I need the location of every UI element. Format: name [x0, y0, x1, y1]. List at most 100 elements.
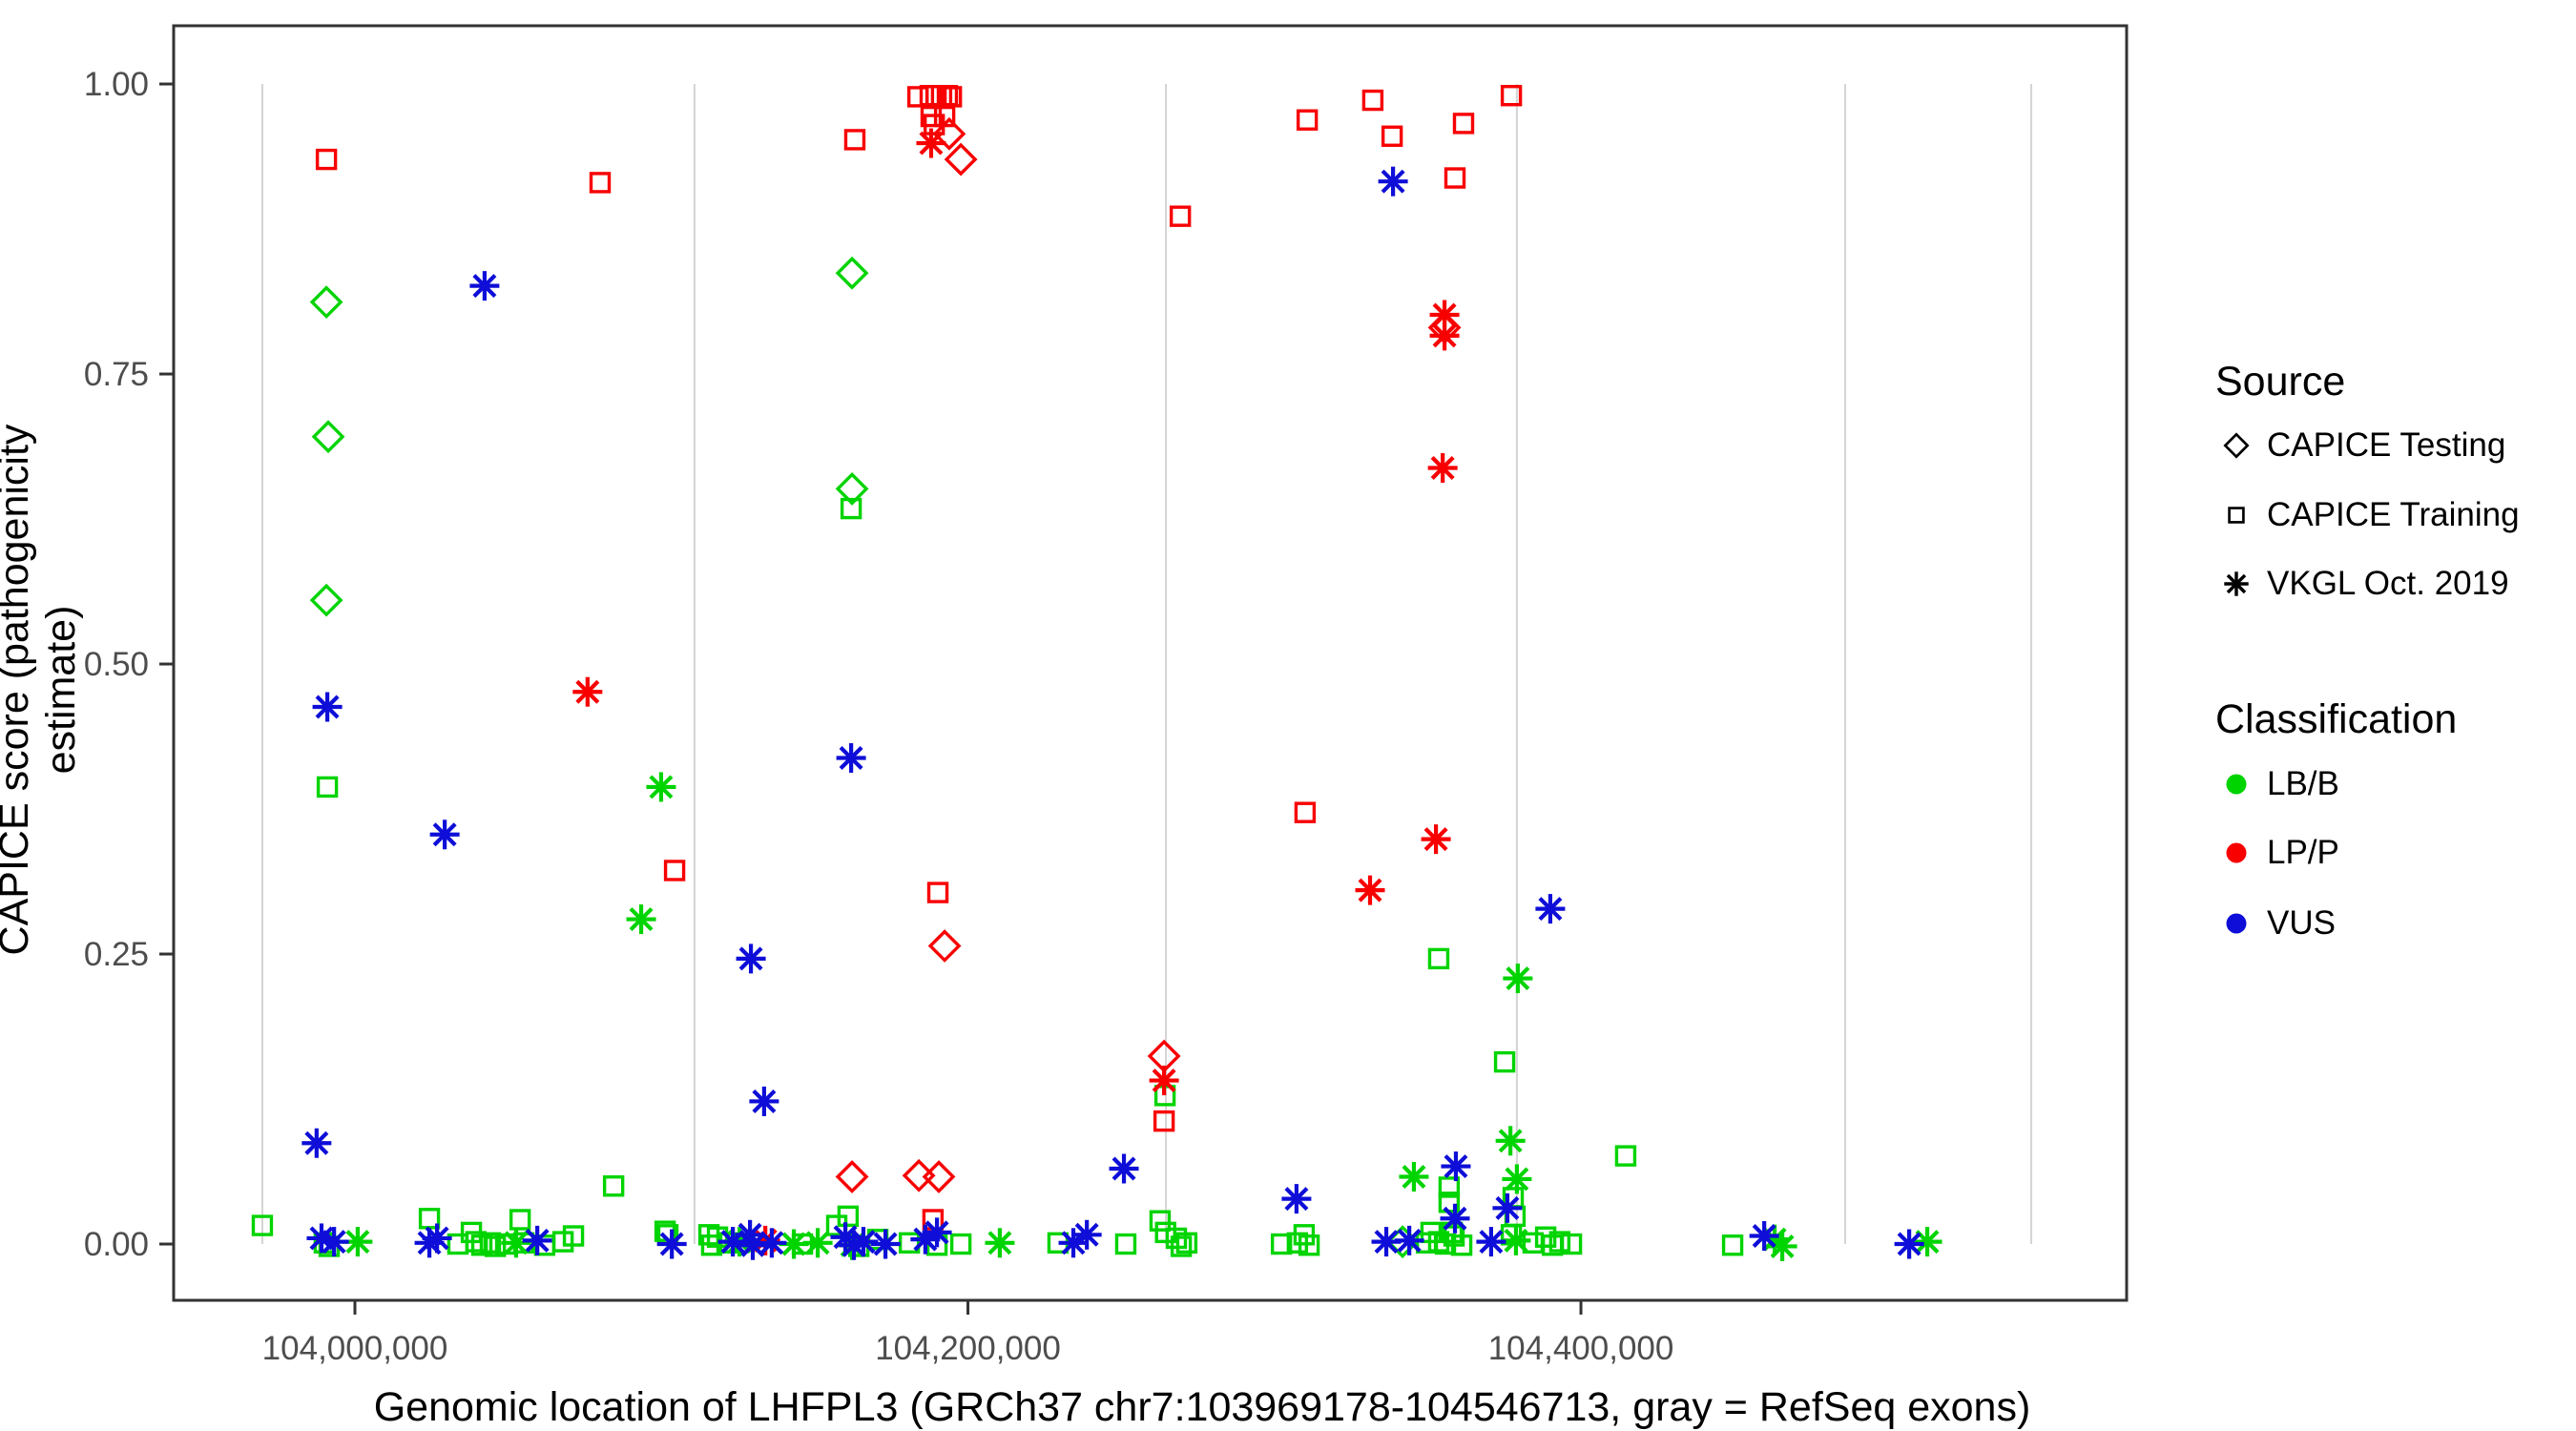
diamond-marker	[835, 256, 869, 290]
asterisk-marker	[472, 274, 497, 299]
square-marker	[509, 1209, 531, 1231]
square-marker	[2228, 507, 2245, 524]
asterisk-marker	[322, 1230, 346, 1255]
classification-dot	[2226, 774, 2247, 795]
asterisk-marker	[2226, 573, 2247, 594]
square-marker	[1294, 801, 1317, 823]
square-marker	[562, 1225, 585, 1247]
asterisk-marker	[851, 1230, 876, 1255]
y-tick-label: 0.25	[84, 936, 149, 973]
diamond-marker	[835, 1160, 869, 1193]
asterisk-marker	[309, 1226, 334, 1251]
square-marker	[1427, 947, 1450, 970]
asterisk-marker	[1495, 1195, 1520, 1220]
legend-classification-title: Classification	[2215, 696, 2458, 742]
asterisk-marker	[432, 822, 457, 847]
square-marker	[1153, 1110, 1175, 1132]
diamond-marker	[311, 420, 345, 454]
legend-item-label: CAPICE Training	[2267, 496, 2520, 533]
asterisk-marker	[1152, 1068, 1176, 1093]
asterisk-marker	[1358, 878, 1382, 902]
legend-item-capice-testing: CAPICE Testing	[2215, 425, 2505, 467]
asterisk-marker	[1915, 1230, 1940, 1255]
classification-dot	[2226, 842, 2247, 863]
panel-border	[172, 24, 2129, 1302]
square-marker	[1500, 85, 1523, 107]
asterisk-marker	[629, 907, 654, 932]
square-marker	[654, 1220, 676, 1242]
y-tick-label: 0.00	[84, 1226, 149, 1263]
diamond-marker	[922, 1160, 956, 1193]
diamond-marker	[927, 929, 962, 963]
diamond-marker	[944, 142, 978, 176]
asterisk-marker	[1498, 1129, 1523, 1153]
asterisk-marker	[1443, 1206, 1467, 1231]
legend-item-capice-training: CAPICE Training	[2215, 494, 2520, 536]
square-marker	[589, 172, 612, 194]
asterisk-marker	[1402, 1165, 1426, 1189]
asterisk-marker	[1284, 1187, 1309, 1212]
square-marker	[1361, 89, 1384, 112]
asterisk-marker	[805, 1231, 830, 1255]
diamond-marker	[309, 583, 343, 617]
asterisk-marker	[525, 1228, 550, 1253]
diamond-marker	[902, 1158, 936, 1192]
asterisk-marker	[649, 775, 674, 799]
asterisk-marker	[425, 1226, 449, 1251]
asterisk-marker	[1770, 1234, 1795, 1258]
circle-icon	[2215, 832, 2257, 874]
asterisk-marker	[873, 1232, 898, 1256]
diamond-icon	[2215, 425, 2257, 467]
square-marker	[949, 1233, 972, 1255]
diamond-marker	[2223, 432, 2250, 459]
asterisk-marker	[304, 1130, 329, 1155]
asterisk-icon	[2215, 563, 2257, 605]
asterisk-marker	[1479, 1230, 1504, 1255]
y-tick-label: 1.00	[84, 66, 149, 103]
asterisk-marker	[1897, 1232, 1922, 1256]
square-icon	[2215, 494, 2257, 536]
square-marker	[1614, 1145, 1637, 1167]
x-tick-label: 104,400,000	[1488, 1330, 1674, 1367]
y-tick-label: 0.75	[84, 356, 149, 393]
square-marker	[602, 1175, 625, 1197]
square-marker	[1298, 1234, 1320, 1256]
legend-item-label: VUS	[2267, 904, 2336, 942]
asterisk-marker	[1505, 1167, 1529, 1192]
square-marker	[251, 1214, 274, 1236]
square-marker	[837, 1205, 860, 1228]
asterisk-marker	[1111, 1156, 1136, 1181]
asterisk-marker	[987, 1231, 1012, 1255]
square-marker	[898, 1232, 921, 1255]
square-marker	[663, 860, 686, 881]
asterisk-marker	[1061, 1231, 1086, 1255]
asterisk-marker	[659, 1232, 684, 1256]
legend-source-title: Source	[2215, 359, 2346, 404]
diamond-marker	[932, 116, 966, 151]
legend-item-label: LB/B	[2267, 765, 2339, 802]
asterisk-marker	[924, 1220, 949, 1245]
diamond-marker	[835, 472, 869, 506]
asterisk-marker	[740, 1233, 765, 1257]
square-marker	[843, 129, 866, 151]
square-marker	[926, 881, 949, 903]
square-marker	[1381, 125, 1403, 147]
legend-item-lpp: LP/P	[2215, 832, 2339, 874]
legend-item-lbb: LB/B	[2215, 763, 2339, 805]
asterisk-marker	[315, 695, 340, 719]
asterisk-marker	[1504, 1228, 1528, 1253]
square-marker	[1548, 1231, 1571, 1253]
x-axis-title: Genomic location of LHFPL3 (GRCh37 chr7:…	[373, 1384, 2031, 1430]
asterisk-marker	[781, 1232, 806, 1256]
square-marker	[1296, 109, 1319, 131]
asterisk-marker	[839, 746, 863, 771]
asterisk-marker	[504, 1231, 529, 1255]
square-marker	[418, 1208, 441, 1230]
square-marker	[1721, 1234, 1744, 1256]
asterisk-marker	[720, 1230, 745, 1255]
asterisk-marker	[1538, 897, 1563, 922]
legend-item-label: CAPICE Testing	[2267, 426, 2506, 464]
legend-item-vus: VUS	[2215, 902, 2336, 944]
